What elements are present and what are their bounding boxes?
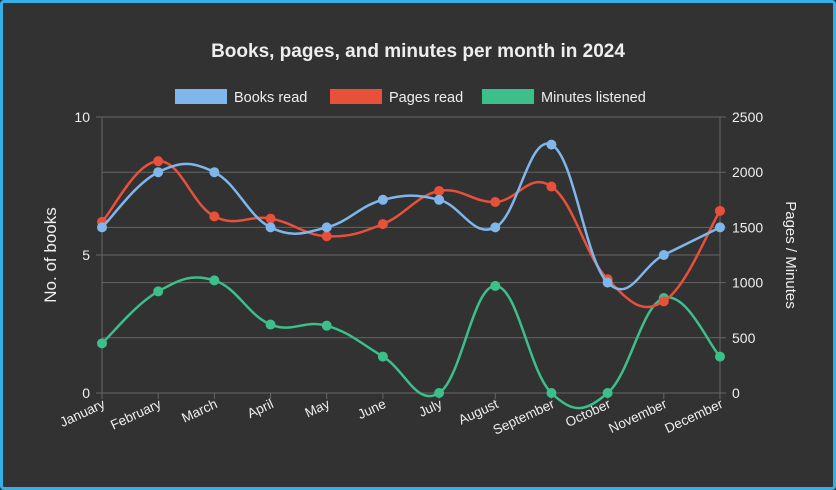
x-tick-label: February: [108, 396, 164, 433]
legend: Books read Pages read Minutes listened: [175, 89, 646, 106]
grid: [96, 116, 726, 399]
data-point: [434, 194, 445, 205]
data-point: [434, 185, 445, 196]
data-point: [377, 219, 388, 230]
y2-tick-label: 500: [732, 330, 756, 346]
x-tick-label: April: [245, 396, 276, 421]
y2-tick-label: 0: [732, 385, 740, 401]
series-line-0: [101, 142, 721, 291]
x-tick-label: May: [303, 396, 333, 420]
data-point: [658, 296, 669, 307]
legend-label: Pages read: [389, 90, 463, 106]
y2-axis-label: Pages / Minutes: [782, 201, 799, 309]
axes: 0 500 1000 1500 2000 2500 0 5 10 January February M…: [57, 109, 763, 438]
data-point: [153, 167, 164, 178]
data-point: [490, 197, 501, 208]
data-point: [321, 231, 332, 242]
y2-tick-label: 1000: [732, 275, 763, 291]
y2-tick-label: 1500: [732, 219, 763, 235]
data-point: [265, 213, 276, 224]
legend-label: Minutes listened: [541, 90, 646, 106]
data-point: [546, 181, 557, 192]
data-point: [209, 211, 220, 222]
data-point: [321, 222, 332, 233]
data-point: [321, 320, 332, 331]
y-tick-label: 10: [74, 109, 90, 125]
data-point: [265, 319, 276, 330]
x-tick-label: March: [179, 396, 219, 425]
legend-swatch: [482, 89, 534, 104]
chart-title: Books, pages, and minutes per month in 2…: [211, 41, 625, 62]
data-point: [546, 139, 557, 150]
x-tick-label: June: [355, 396, 388, 422]
series-lines: [97, 139, 725, 410]
y-axis-label: No. of books: [41, 207, 60, 302]
legend-label: Books read: [234, 90, 307, 106]
data-point: [602, 277, 613, 288]
data-point: [546, 388, 557, 398]
data-point: [715, 351, 725, 362]
y2-tick-label: 2500: [732, 109, 763, 125]
y-tick-label: 0: [82, 385, 90, 401]
data-point: [209, 167, 220, 178]
data-point: [658, 250, 669, 260]
data-point: [602, 388, 613, 398]
x-tick-label: October: [563, 396, 613, 430]
data-point: [377, 351, 388, 362]
data-point: [434, 388, 445, 398]
x-tick-label: November: [606, 396, 669, 436]
data-point: [153, 286, 164, 297]
data-point: [377, 194, 388, 205]
data-point: [490, 280, 501, 291]
data-point: [715, 222, 725, 233]
x-tick-label: January: [57, 396, 107, 430]
data-point: [715, 205, 725, 216]
legend-swatch: [175, 89, 227, 104]
data-point: [265, 222, 276, 233]
data-point: [490, 222, 501, 233]
data-point: [153, 156, 164, 167]
x-tick-label: September: [491, 396, 558, 438]
x-tick-label: July: [416, 396, 444, 420]
data-point: [97, 338, 107, 349]
data-point: [97, 222, 107, 233]
data-point: [209, 275, 220, 286]
y2-tick-label: 2000: [732, 164, 763, 180]
x-tick-label: December: [662, 396, 725, 436]
y-tick-label: 5: [82, 247, 90, 263]
legend-swatch: [330, 89, 382, 104]
series-line-1: [101, 159, 722, 309]
